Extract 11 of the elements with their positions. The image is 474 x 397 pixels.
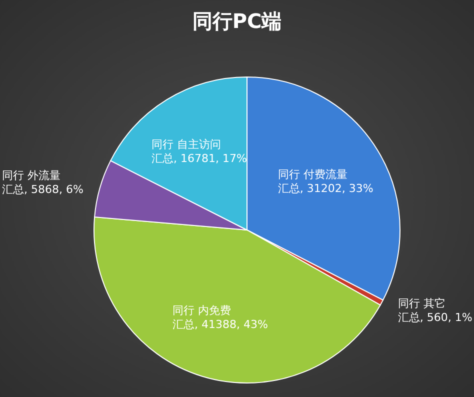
slice-label: 同行 其它 bbox=[398, 297, 446, 312]
data-label: 汇总, 41388, 43% bbox=[172, 318, 268, 332]
slice-label: 同行 内免费 bbox=[172, 304, 232, 318]
data-label: 汇总, 560, 1% bbox=[398, 311, 472, 326]
data-label: 汇总, 5868, 6% bbox=[2, 183, 84, 197]
slice-label: 同行 付费流量 bbox=[278, 168, 348, 182]
data-label: 汇总, 16781, 17% bbox=[151, 152, 247, 166]
chart-title: 同行PC端 bbox=[191, 8, 283, 35]
slice-label: 同行 自主访问 bbox=[151, 138, 222, 152]
data-label: 汇总, 31202, 33% bbox=[278, 182, 374, 196]
slice-label: 同行 外流量 bbox=[2, 169, 62, 183]
